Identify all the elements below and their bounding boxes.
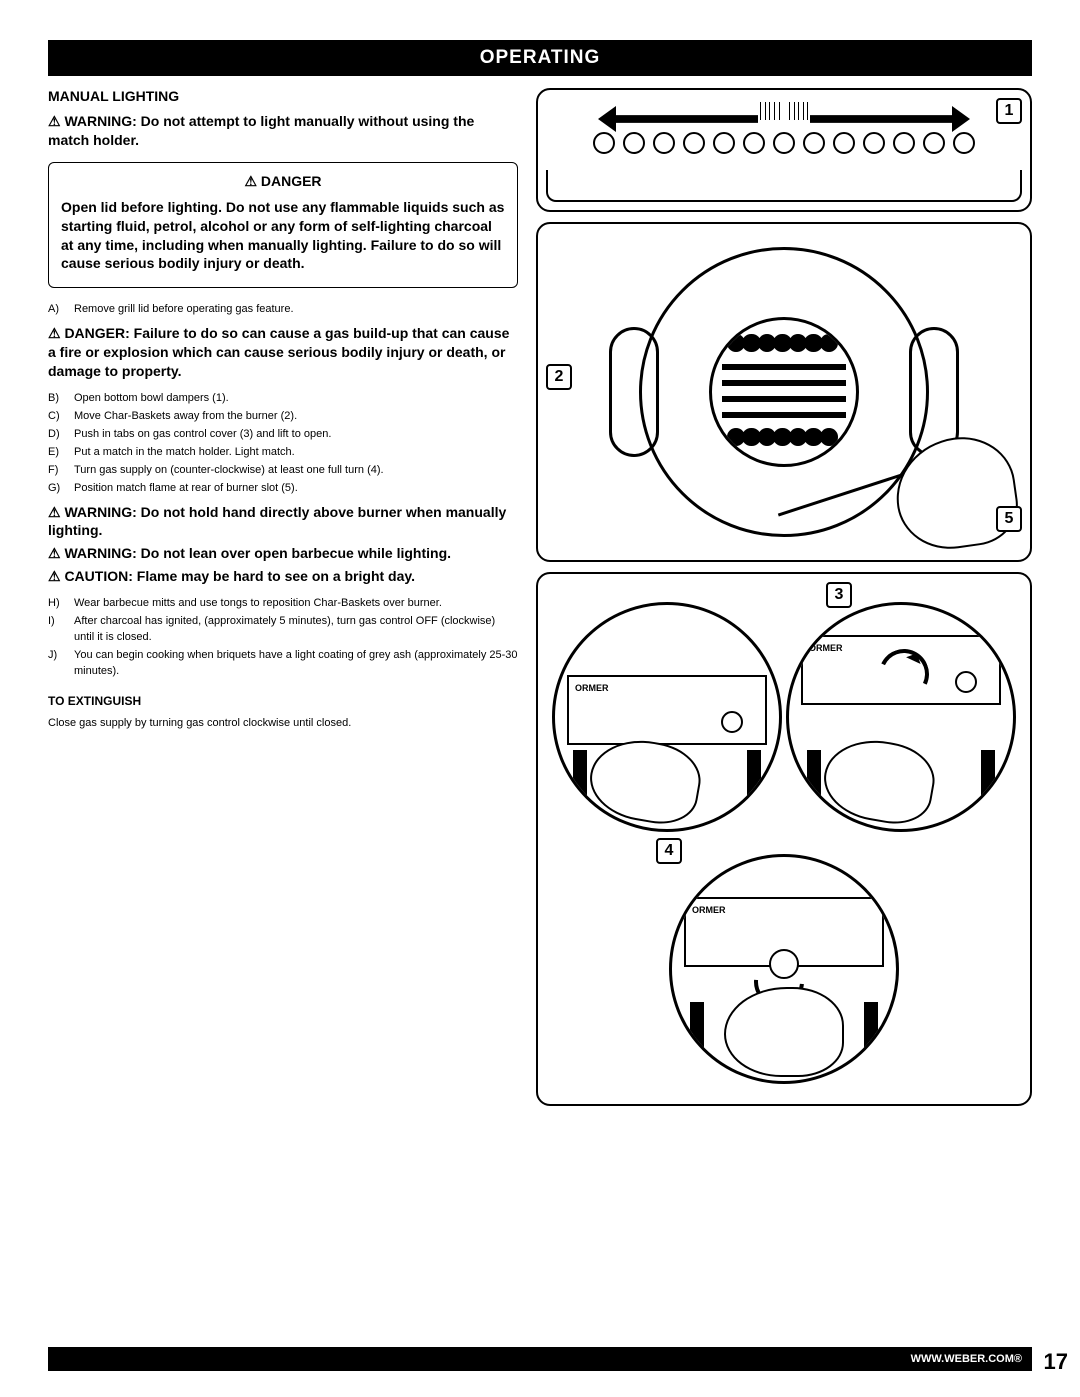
step-j: J) You can begin cooking when briquets h… [48, 648, 518, 680]
hand-icon [584, 732, 706, 830]
to-extinguish-text: Close gas supply by turning gas control … [48, 716, 518, 732]
gas-valve-turn-icon [669, 854, 899, 1084]
step-g: G) Position match flame at rear of burne… [48, 481, 518, 497]
control-panel-icon [567, 675, 767, 745]
step-letter: A) [48, 302, 74, 318]
step-letter: C) [48, 409, 74, 425]
char-grate-icon [709, 317, 859, 467]
step-text: Wear barbecue mitts and use tongs to rep… [74, 596, 518, 612]
step-text: Push in tabs on gas control cover (3) an… [74, 427, 518, 443]
step-letter: B) [48, 391, 74, 407]
step-c: C) Move Char-Baskets away from the burne… [48, 409, 518, 425]
step-d: D) Push in tabs on gas control cover (3)… [48, 427, 518, 443]
figure-2: 2 5 [536, 222, 1032, 562]
text-column: MANUAL LIGHTING ⚠ WARNING: Do not attemp… [48, 88, 518, 1116]
section-header: OPERATING [48, 40, 1032, 76]
step-text: You can begin cooking when briquets have… [74, 648, 518, 680]
step-letter: I) [48, 614, 74, 646]
step-text: Open bottom bowl dampers (1). [74, 391, 518, 407]
step-text: Put a match in the match holder. Light m… [74, 445, 518, 461]
to-extinguish-title: TO EXTINGUISH [48, 694, 518, 708]
step-h: H) Wear barbecue mitts and use tongs to … [48, 596, 518, 612]
control-cover-closed-icon [552, 602, 782, 832]
figure-number-4: 4 [656, 838, 682, 864]
step-text: Position match flame at rear of burner s… [74, 481, 518, 497]
table-edge-icon [546, 170, 1022, 202]
footer-url: WWW.WEBER.COM® [911, 1353, 1022, 1365]
warning-1: ⚠ WARNING: Do not attempt to light manua… [48, 112, 518, 150]
step-text: Move Char-Baskets away from the burner (… [74, 409, 518, 425]
figure-number-1: 1 [996, 98, 1022, 124]
danger-title: ⚠ DANGER [61, 173, 505, 190]
danger-text: Open lid before lighting. Do not use any… [61, 198, 505, 274]
hand-icon [818, 732, 940, 830]
danger-box: ⚠ DANGER Open lid before lighting. Do no… [48, 162, 518, 289]
manual-lighting-title: MANUAL LIGHTING [48, 88, 518, 104]
control-cover-open-icon [786, 602, 1016, 832]
step-text: Turn gas supply on (counter-clockwise) a… [74, 463, 518, 479]
figure-number-2: 2 [546, 364, 572, 390]
caution-1: ⚠ CAUTION: Flame may be hard to see on a… [48, 567, 518, 586]
knob-icon [955, 671, 977, 693]
step-text: Remove grill lid before operating gas fe… [74, 302, 518, 318]
warning-3: ⚠ WARNING: Do not lean over open barbecu… [48, 544, 518, 563]
danger-2: ⚠ DANGER: Failure to do so can cause a g… [48, 324, 518, 381]
step-letter: E) [48, 445, 74, 461]
damper-holes-icon [593, 132, 975, 154]
step-f: F) Turn gas supply on (counter-clockwise… [48, 463, 518, 479]
hand-icon [724, 987, 844, 1077]
step-e: E) Put a match in the match holder. Ligh… [48, 445, 518, 461]
step-b: B) Open bottom bowl dampers (1). [48, 391, 518, 407]
step-text: After charcoal has ignited, (approximate… [74, 614, 518, 646]
step-letter: F) [48, 463, 74, 479]
damper-arrow-left-icon [598, 106, 758, 132]
figure-column: 1 2 5 [536, 88, 1032, 1116]
page: OPERATING MANUAL LIGHTING ⚠ WARNING: Do … [0, 0, 1080, 1397]
footer-bar: WWW.WEBER.COM® [48, 1347, 1032, 1371]
two-column-layout: MANUAL LIGHTING ⚠ WARNING: Do not attemp… [48, 88, 1032, 1116]
step-i: I) After charcoal has ignited, (approxim… [48, 614, 518, 646]
damper-arrow-right-icon [810, 106, 970, 132]
figure-3-4: 3 4 [536, 572, 1032, 1106]
figure-number-3: 3 [826, 582, 852, 608]
knob-icon [721, 711, 743, 733]
warning-2: ⚠ WARNING: Do not hold hand directly abo… [48, 503, 518, 541]
figure-1: 1 [536, 88, 1032, 212]
step-letter: H) [48, 596, 74, 612]
damper-ticks-icon [760, 102, 808, 120]
figure-number-5: 5 [996, 506, 1022, 532]
step-letter: J) [48, 648, 74, 680]
step-a: A) Remove grill lid before operating gas… [48, 302, 518, 318]
step-letter: G) [48, 481, 74, 497]
step-letter: D) [48, 427, 74, 443]
page-number: 17 [1044, 1349, 1068, 1375]
